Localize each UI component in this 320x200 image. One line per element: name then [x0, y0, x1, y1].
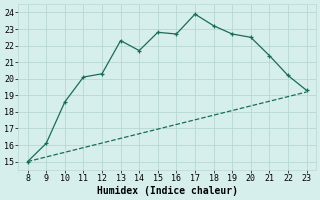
X-axis label: Humidex (Indice chaleur): Humidex (Indice chaleur) — [97, 186, 237, 196]
